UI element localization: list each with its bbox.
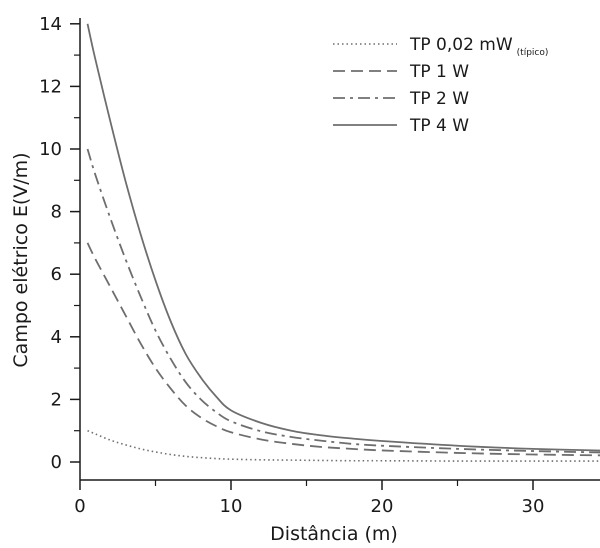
y-tick-label: 0: [51, 452, 62, 473]
y-tick-label: 8: [51, 202, 62, 223]
y-tick-label: 12: [39, 76, 62, 97]
series-line-1: [87, 429, 600, 462]
legend-subscript: (típico): [517, 48, 549, 58]
x-axis-title: Distância (m): [270, 523, 398, 544]
x-tick-label: 0: [74, 496, 85, 517]
legend-label-3: TP 2 W: [409, 89, 469, 109]
x-tick-label: 30: [522, 496, 545, 517]
y-tick-label: 6: [51, 264, 62, 285]
legend: TP 0,02 mW (típico) TP 1 W TP 2 W TP 4 W: [333, 35, 548, 136]
y-tick-label: 2: [51, 389, 62, 410]
series-line-2: [86, 242, 600, 457]
series-line-4: [86, 23, 600, 452]
x-tick-label: 10: [220, 496, 243, 517]
y-tick-label: 10: [39, 139, 62, 160]
y-axis-title: Campo elétrico E(V/m): [10, 152, 32, 367]
legend-label-4: TP 4 W: [409, 116, 469, 136]
series-lines: [86, 23, 600, 462]
legend-label-2: TP 1 W: [409, 62, 469, 82]
x-tick-label: 20: [371, 496, 394, 517]
legend-label-1: TP 0,02 mW (típico): [409, 35, 548, 58]
series-line-3: [86, 148, 600, 454]
axes: 0 2 4 6 8 10 12 14 0 10 20 30: [39, 14, 600, 517]
y-tick-label: 4: [51, 327, 62, 348]
y-tick-label: 14: [39, 14, 62, 35]
